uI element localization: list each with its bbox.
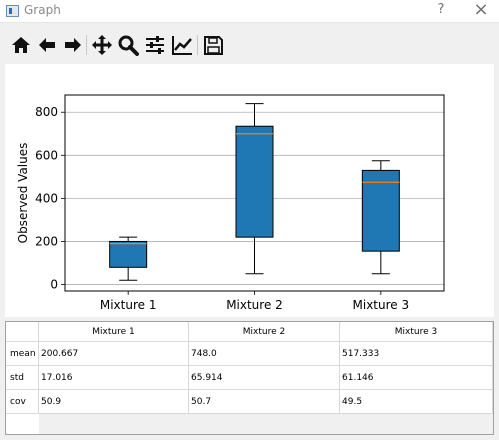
stats-table[interactable]: Mixture 1 Mixture 2 Mixture 3 mean 200.6… xyxy=(5,321,494,435)
table-cell[interactable]: 17.016 xyxy=(39,366,189,390)
row-header[interactable]: cov xyxy=(6,390,39,414)
table-cell[interactable]: 61.146 xyxy=(340,366,493,390)
y-tick-label: 800 xyxy=(35,105,58,119)
x-tick-label: Mixture 1 xyxy=(100,298,157,312)
table-cell[interactable]: 50.9 xyxy=(39,390,189,414)
x-tick-label: Mixture 3 xyxy=(353,298,410,312)
y-tick-label: 400 xyxy=(35,191,58,205)
table-cell[interactable]: 49.5 xyxy=(340,390,493,414)
close-button[interactable]: × xyxy=(473,0,489,20)
box-1 xyxy=(109,240,148,268)
y-axis-label: Observed Values xyxy=(16,143,30,244)
back-arrow-icon[interactable] xyxy=(36,34,58,56)
table-cell[interactable]: 50.7 xyxy=(189,390,340,414)
table-empty-area xyxy=(39,414,493,434)
box-2 xyxy=(235,125,274,238)
column-header[interactable]: Mixture 3 xyxy=(340,322,493,342)
row-header[interactable]: mean xyxy=(6,342,39,366)
row-header[interactable]: std xyxy=(6,366,39,390)
plot-canvas[interactable]: 0 200 400 600 800 Mixture 1 Mixture 2 Mixture … xyxy=(5,64,494,317)
title-bar: Graph ? × xyxy=(0,0,499,23)
y-tick-label: 200 xyxy=(35,234,58,248)
table-cell[interactable]: 200.667 xyxy=(39,342,189,366)
table-cell[interactable]: 517.333 xyxy=(340,342,493,366)
y-tick-label: 0 xyxy=(50,278,58,292)
x-tick-label: Mixture 2 xyxy=(226,298,283,312)
toolbar xyxy=(0,23,499,63)
table-cell[interactable]: 65.914 xyxy=(189,366,340,390)
table-cell[interactable]: 748.0 xyxy=(189,342,340,366)
configure-subplots-icon[interactable] xyxy=(144,34,166,56)
box-3 xyxy=(361,169,400,252)
help-button[interactable]: ? xyxy=(437,2,445,17)
toolbar-separator xyxy=(86,35,87,55)
home-icon[interactable] xyxy=(10,34,32,56)
pan-icon[interactable] xyxy=(91,34,113,56)
window-title: Graph xyxy=(24,3,61,17)
table-corner xyxy=(6,322,39,342)
save-icon[interactable] xyxy=(202,34,224,56)
column-header[interactable]: Mixture 1 xyxy=(39,322,189,342)
toolbar-separator xyxy=(197,35,198,55)
zoom-icon[interactable] xyxy=(117,34,139,56)
forward-arrow-icon[interactable] xyxy=(62,34,84,56)
column-header[interactable]: Mixture 2 xyxy=(189,322,340,342)
edit-axis-icon[interactable] xyxy=(171,34,193,56)
box-plot: 0 200 400 600 800 Mixture 1 Mixture 2 Mixture … xyxy=(16,94,445,312)
app-icon xyxy=(6,5,19,17)
y-tick-label: 600 xyxy=(35,148,58,162)
